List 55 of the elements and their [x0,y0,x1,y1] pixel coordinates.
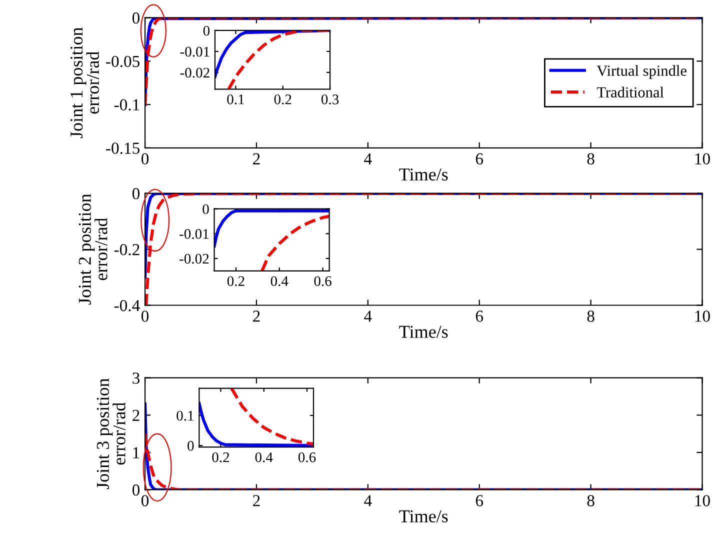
x-tick-label: 0.2 [227,276,244,286]
y-tick-label: -0.15 [106,142,140,154]
y-tick-label: 0 [203,26,210,36]
x-tick-label: 0.2 [274,94,292,104]
y-axis-title: Joint 3 position error/rad [96,378,126,490]
y-tick-label: -0.4 [114,300,140,312]
y-tick-label: 0 [188,440,194,451]
x-axis-title: Time/s [399,510,448,522]
y-tick-label: -0.01 [180,46,210,57]
x-tick-label: 0 [141,153,149,165]
line-series [260,214,330,271]
x-tick-label: 0.1 [227,94,244,104]
y-tick-label: 3 [132,372,140,384]
y-axis-title: Joint 1 position error/rad [70,27,99,138]
y-tick-label: 1 [133,447,140,458]
x-tick-label: 0 [141,310,149,322]
y-tick-label: 0.1 [176,410,194,421]
x-tick-label: 0.4 [270,276,288,286]
x-tick-label: 0.2 [212,452,230,462]
x-tick-label: 6 [476,153,484,165]
y-tick-label: 2 [132,410,140,421]
y-tick-label: 0 [132,484,140,496]
x-tick-label: 6 [476,310,484,322]
x-tick-label: 10 [695,495,710,506]
x-tick-label: 2 [253,495,260,506]
x-tick-label: 2 [253,153,260,164]
legend-label: Traditional [596,86,664,98]
y-tick-label: -0.02 [180,68,210,78]
y-tick-label: -0.02 [180,254,209,264]
y-tick-label: 0 [132,188,140,200]
x-tick-label: 0.6 [314,276,332,286]
legend-label: Virtual spindle [596,65,686,80]
y-tick-label: -0.05 [106,56,140,68]
y-tick-label: -0.2 [114,244,140,256]
y-axis-title: Joint 2 position error/rad [78,194,108,305]
y-tick-label: -0.01 [180,229,209,239]
x-axis-title: Time/s [399,326,448,338]
x-tick-label: 0 [141,495,149,506]
x-tick-label: 8 [587,310,594,322]
x-tick-label: 10 [695,310,710,322]
x-tick-label: 4 [364,310,372,322]
x-axis-title: Time/s [399,168,448,181]
x-tick-label: 0.6 [298,452,316,462]
x-tick-label: 8 [587,153,594,165]
x-tick-label: 6 [476,495,484,506]
x-tick-label: 4 [364,153,372,164]
y-tick-label: 0 [202,204,209,214]
x-tick-label: 8 [587,495,594,506]
x-tick-label: 0.3 [321,94,339,104]
x-tick-label: 4 [364,495,372,506]
x-tick-label: 0.4 [255,452,273,462]
x-tick-label: 10 [695,153,710,165]
y-tick-label: -0.1 [114,99,140,111]
y-tick-label: 0 [132,12,140,24]
x-tick-label: 2 [253,310,260,322]
